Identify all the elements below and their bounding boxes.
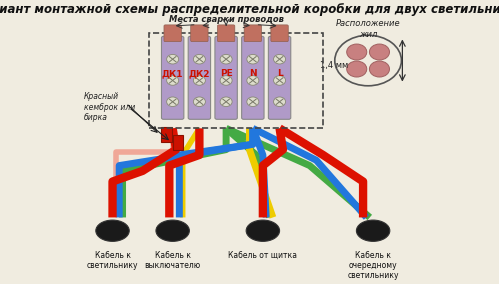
Ellipse shape [356, 220, 390, 241]
Circle shape [347, 44, 367, 60]
FancyBboxPatch shape [162, 36, 184, 119]
Text: Расположение
жил: Расположение жил [336, 19, 400, 39]
Text: Вариант монтажной схемы распределительной коробки для двух светильников: Вариант монтажной схемы распределительно… [0, 3, 499, 16]
Text: Кабель от щитка: Кабель от щитка [229, 251, 297, 260]
Text: Кабель к
выключателю: Кабель к выключателю [145, 251, 201, 270]
Text: PE: PE [220, 69, 233, 78]
Ellipse shape [335, 35, 401, 86]
Bar [149, 33, 323, 128]
Circle shape [273, 55, 285, 64]
FancyBboxPatch shape [191, 25, 208, 42]
FancyBboxPatch shape [215, 36, 238, 119]
FancyBboxPatch shape [271, 25, 288, 42]
Circle shape [347, 61, 367, 77]
Circle shape [220, 76, 232, 85]
Circle shape [220, 55, 232, 64]
Circle shape [369, 61, 390, 77]
FancyBboxPatch shape [242, 36, 264, 119]
Circle shape [167, 55, 179, 64]
Circle shape [194, 76, 206, 85]
Circle shape [167, 76, 179, 85]
FancyBboxPatch shape [218, 25, 235, 42]
FancyBboxPatch shape [268, 36, 291, 119]
Circle shape [247, 55, 259, 64]
Circle shape [369, 44, 390, 60]
Circle shape [247, 97, 259, 106]
Circle shape [220, 97, 232, 106]
Text: ДК1: ДК1 [162, 69, 184, 78]
Ellipse shape [246, 220, 279, 241]
Text: Кабель к
очередному
светильнику: Кабель к очередному светильнику [347, 251, 399, 281]
Ellipse shape [156, 220, 189, 241]
Circle shape [194, 97, 206, 106]
Circle shape [273, 76, 285, 85]
Text: L: L [276, 69, 282, 78]
Ellipse shape [96, 220, 129, 241]
Text: N: N [249, 69, 256, 78]
Text: Места сварки проводов: Места сварки проводов [169, 15, 283, 24]
Circle shape [247, 76, 259, 85]
FancyBboxPatch shape [164, 25, 181, 42]
FancyBboxPatch shape [188, 36, 211, 119]
Bar [161, 127, 172, 142]
Text: 1,4 мм: 1,4 мм [320, 61, 348, 70]
Circle shape [194, 55, 206, 64]
Circle shape [167, 97, 179, 106]
Bar [173, 135, 183, 150]
Circle shape [273, 97, 285, 106]
Text: Красный
кемброк или
бирка: Красный кемброк или бирка [84, 92, 135, 122]
Text: Кабель к
светильнику: Кабель к светильнику [87, 251, 138, 270]
FancyBboxPatch shape [244, 25, 261, 42]
Text: ДК2: ДК2 [189, 69, 210, 78]
